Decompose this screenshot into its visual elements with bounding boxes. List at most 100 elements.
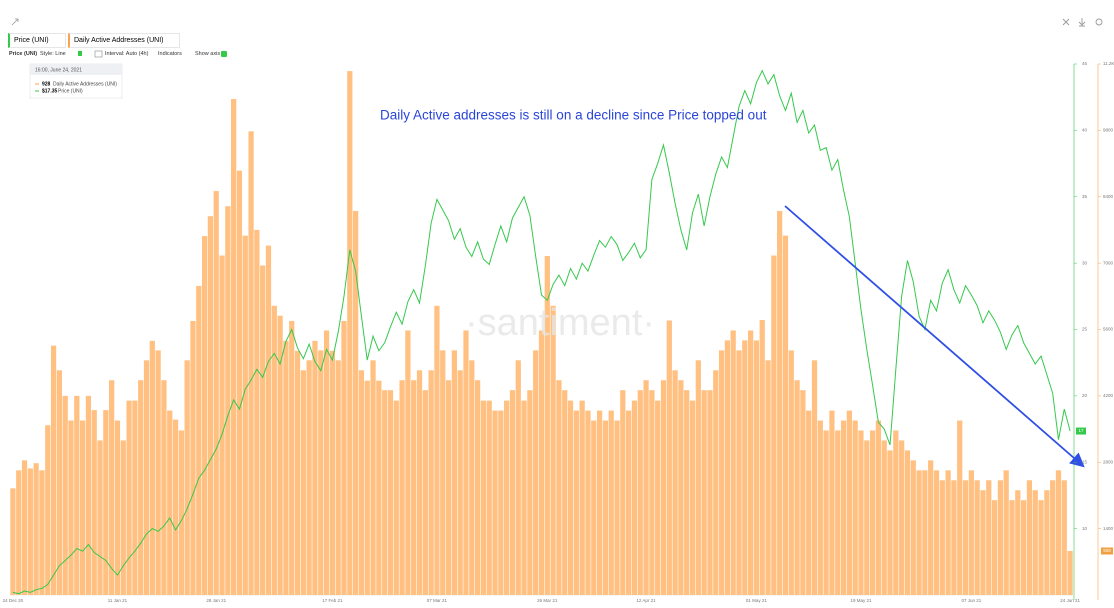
bar (533, 350, 539, 595)
bar (1038, 500, 1044, 595)
bar (974, 480, 980, 595)
download-icon[interactable] (1078, 18, 1086, 27)
tab[interactable]: Price (UNI) (8, 33, 66, 48)
bar (521, 400, 527, 595)
close-icon[interactable] (1062, 18, 1070, 26)
bar (962, 480, 969, 595)
watermark: ·santiment· (465, 302, 655, 344)
annotation: Daily Active addresses is still on a dec… (380, 108, 767, 123)
bar (399, 380, 405, 595)
bar (132, 400, 138, 595)
bar (649, 390, 655, 595)
bar (591, 420, 597, 595)
bar (184, 360, 190, 595)
bar (881, 440, 887, 595)
bar (370, 360, 376, 595)
bar (1055, 470, 1062, 595)
bar (893, 430, 899, 595)
bar (643, 380, 649, 595)
tooltip-value: $17.35 (42, 88, 58, 94)
bar (585, 410, 591, 595)
tab[interactable]: Daily Active Addresses (UNI) (68, 33, 181, 48)
bar (294, 350, 301, 595)
bar (196, 285, 202, 595)
tooltip-label: Price (UNI) (58, 88, 83, 94)
bar (620, 390, 626, 595)
bar (312, 340, 318, 595)
bar (97, 440, 103, 595)
end-label: 928 (1103, 548, 1111, 553)
settings-icon[interactable] (1095, 18, 1103, 26)
bar (631, 400, 638, 595)
interval-select[interactable]: Interval: Auto (4h) (105, 51, 149, 57)
show-axis-toggle[interactable]: Show axis (195, 51, 221, 57)
tooltip-value: 928 (42, 81, 51, 87)
bar (869, 430, 876, 595)
bar (353, 210, 359, 596)
bar (875, 420, 882, 595)
bar (817, 420, 823, 595)
bar (986, 480, 992, 595)
bar (138, 380, 144, 595)
bar (748, 330, 754, 595)
style-select[interactable]: Style: Line (40, 51, 66, 57)
end-label: 17 (1078, 428, 1084, 433)
y-tick-label: 9800 (1103, 128, 1114, 133)
bar (724, 340, 730, 595)
bar (213, 191, 219, 595)
bar (951, 480, 957, 595)
bar (1044, 490, 1050, 595)
bar (1032, 490, 1038, 595)
toolbar-metric: Price (UNI) (9, 51, 38, 57)
y-tick-label: 11.2K (1103, 61, 1114, 66)
bar (364, 380, 370, 595)
bar (596, 410, 603, 595)
bar (823, 430, 829, 595)
bar (858, 430, 864, 595)
bar (445, 380, 452, 595)
bar (323, 330, 330, 595)
bar (504, 400, 510, 595)
bar (544, 256, 550, 595)
bar (1015, 490, 1021, 595)
bar (887, 450, 893, 595)
indicators-button[interactable]: Indicators (158, 51, 182, 57)
bar (678, 380, 684, 595)
expand-icon[interactable] (11, 18, 19, 26)
y-tick-label: 1400 (1103, 526, 1114, 531)
tooltip-header (30, 64, 122, 75)
bar (480, 400, 487, 595)
bar (149, 340, 155, 595)
bar (550, 305, 556, 595)
bar (10, 488, 16, 595)
bar (440, 350, 446, 595)
bar (56, 370, 62, 595)
bar (45, 425, 51, 595)
bar (655, 400, 661, 595)
end-badge (1101, 547, 1113, 555)
y2-tick-label: 45 (1082, 61, 1088, 66)
x-tick-label: 24 Dec 20 (3, 598, 24, 603)
bar (260, 265, 266, 595)
bar (463, 330, 469, 595)
bar (27, 468, 33, 595)
bar (85, 395, 92, 595)
bar (498, 410, 504, 595)
y2-tick-label: 30 (1082, 260, 1088, 265)
checkbox[interactable] (221, 51, 227, 57)
bar (829, 410, 835, 595)
bar (916, 470, 922, 595)
bar (21, 460, 28, 595)
bar (91, 410, 97, 595)
color-swatch[interactable] (78, 51, 82, 56)
tooltip-time: 16:00, June 24, 2021 (35, 67, 82, 73)
bar (248, 131, 254, 595)
bar (277, 315, 283, 595)
bar (265, 245, 272, 595)
bar (329, 350, 335, 595)
bar (33, 463, 39, 595)
bar (899, 440, 905, 595)
bar (434, 305, 440, 595)
bar (811, 360, 818, 595)
bar (922, 470, 928, 595)
